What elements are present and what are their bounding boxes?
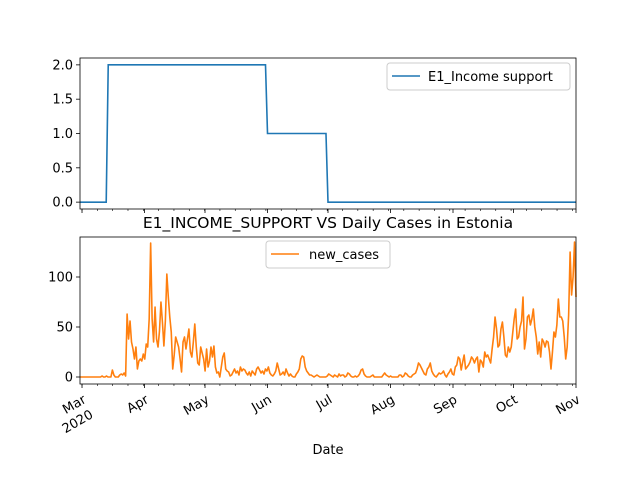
top-legend-box [386,62,571,91]
top-subplot: 0.0 0.5 1.0 1.5 2.0 E1_Income support [52,57,577,213]
top-y-tick-label: 1.0 [52,127,73,142]
bottom-y-tick-label: 100 [48,271,73,286]
bottom-legend-label: new_cases [309,248,379,263]
bottom-legend-box [265,240,391,269]
top-plot-frame [79,57,577,210]
chart-title: E1_INCOME_SUPPORT VS Daily Cases in Esto… [143,214,513,233]
bottom-y-tick-label: 50 [56,321,73,336]
top-legend: E1_Income support [386,62,571,91]
e1-income-support-line [80,64,576,203]
top-legend-label: E1_Income support [428,70,553,85]
top-y-tick-label: 0.5 [52,161,73,176]
bottom-legend: new_cases [265,240,391,269]
top-y-tick-label: 2.0 [52,58,73,73]
bottom-y-tick-label: 0 [65,371,73,386]
top-y-tick-label: 0.0 [52,196,73,211]
new-cases-line [80,241,577,378]
x-axis-label: Date [312,443,343,458]
bottom-x-tick-label: Jul [313,392,335,413]
bottom-plot-frame [79,236,577,385]
top-y-axis-ticks: 0.0 0.5 1.0 1.5 2.0 [52,58,80,211]
bottom-y-axis-ticks: 0 50 100 [48,271,80,386]
top-y-tick-label: 1.5 [52,93,73,108]
